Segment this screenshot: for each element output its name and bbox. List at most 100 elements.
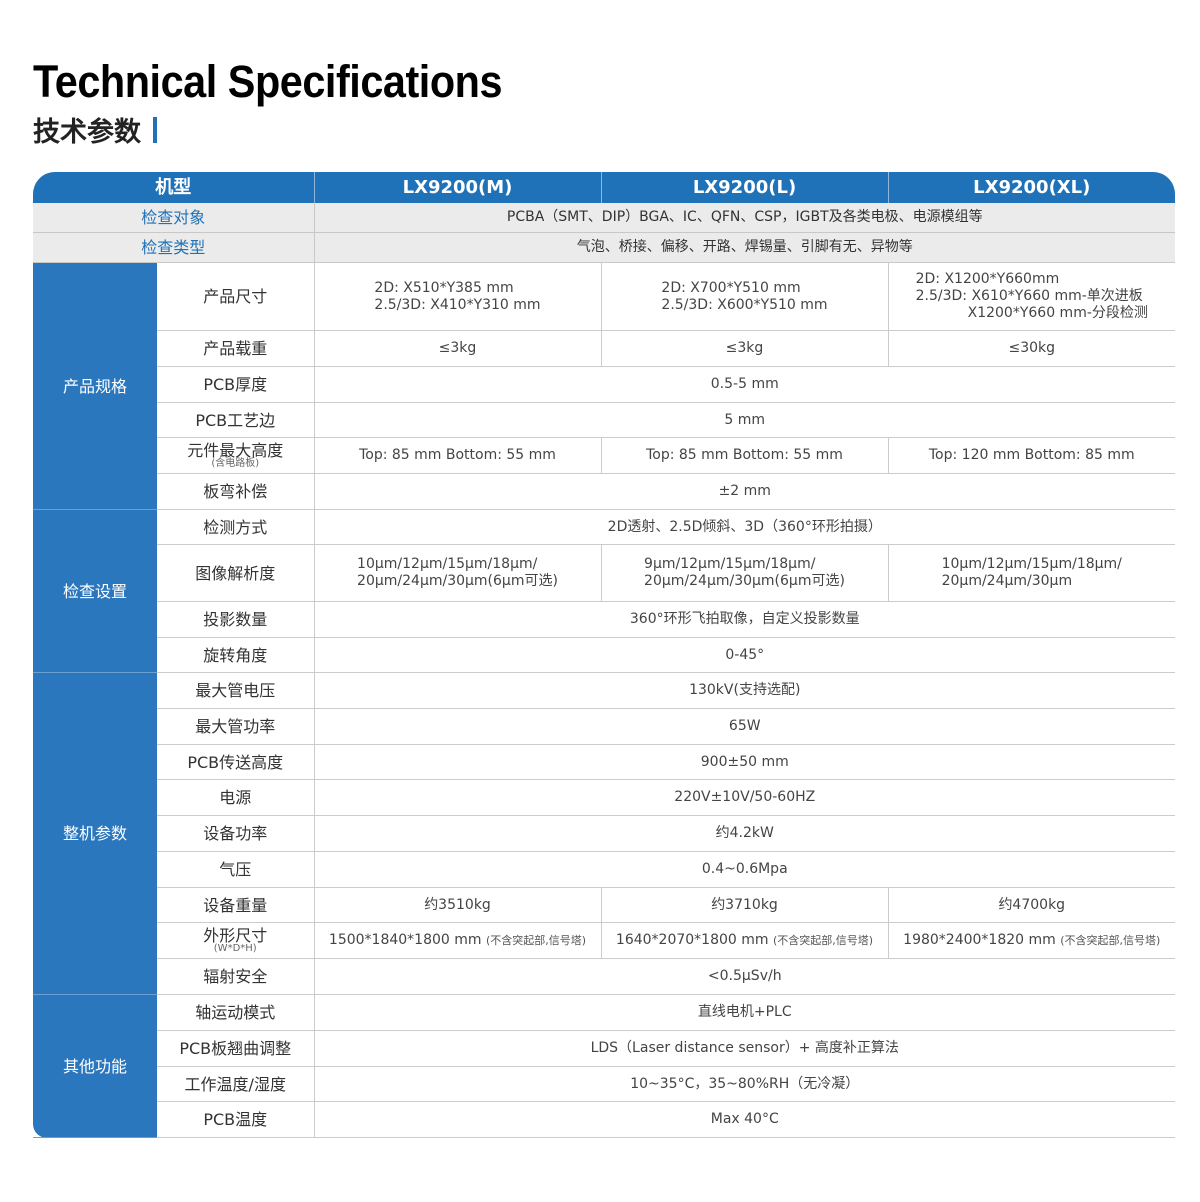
spec-value: Top: 85 mm Bottom: 55 mm	[314, 437, 602, 474]
spec-row: 板弯补偿 ±2 mm	[33, 473, 1175, 510]
spec-label: PCB工艺边	[157, 402, 315, 438]
header-model-xl: LX9200(XL)	[888, 172, 1175, 203]
spec-value: 360°环形飞拍取像，自定义投影数量	[314, 601, 1175, 638]
spec-value-text: 约3710kg	[711, 896, 778, 913]
spec-value-line: 20μm/24μm/30μm(6μm可选)	[644, 573, 845, 589]
spec-label: PCB温度	[157, 1101, 315, 1138]
spec-value: 2D: X700*Y510 mm 2.5/3D: X600*Y510 mm	[601, 262, 889, 331]
title-chinese: 技术参数	[33, 110, 157, 149]
spec-label-text: 设备重量	[203, 895, 268, 915]
general-label: 检查类型	[33, 232, 315, 263]
general-value: PCBA（SMT、DIP）BGA、IC、QFN、CSP，IGBT及各类电极、电源…	[314, 203, 1175, 233]
spec-label-text: PCB传送高度	[187, 752, 284, 772]
spec-row: PCB温度 Max 40°C	[33, 1101, 1175, 1138]
spec-row: 工作温度/湿度 10~35°C，35~80%RH（无冷凝）	[33, 1066, 1175, 1102]
spec-label-text: 电源	[219, 788, 252, 807]
title-chinese-text: 技术参数	[33, 117, 141, 148]
spec-value: Max 40°C	[314, 1101, 1175, 1138]
spec-label: 板弯补偿	[157, 473, 315, 510]
spec-label: 工作温度/湿度	[157, 1066, 315, 1102]
spec-value-text: 1980*2400*1820 mm	[903, 932, 1056, 948]
spec-value: 10μm/12μm/15μm/18μm/20μm/24μm/30μm(6μm可选…	[314, 544, 602, 602]
spec-label-text: 投影数量	[203, 610, 268, 629]
spec-label-text: 元件最大高度	[187, 441, 284, 460]
spec-label-text: PCB板翘曲调整	[179, 1039, 292, 1058]
header-model-label: 机型	[33, 172, 315, 203]
spec-row: 辐射安全 <0.5μSv/h	[33, 958, 1175, 995]
spec-value: 65W	[314, 708, 1175, 745]
spec-label: PCB厚度	[157, 366, 315, 403]
group-label: 检查设置	[33, 509, 157, 673]
spec-label-text: 气压	[219, 860, 252, 879]
spec-value-line: 2D: X1200*Y660mm	[915, 271, 1060, 287]
spec-label: 投影数量	[157, 601, 315, 638]
spec-label: 产品尺寸	[157, 262, 315, 331]
spec-value: 2D透射、2.5D倾斜、3D（360°环形拍摄）	[314, 509, 1175, 545]
spec-label: 电源	[157, 779, 315, 816]
spec-row: PCB工艺边 5 mm	[33, 402, 1175, 438]
spec-value: 0-45°	[314, 637, 1175, 673]
spec-value-text: Top: 85 mm Bottom: 55 mm	[359, 447, 556, 463]
spec-value: 5 mm	[314, 402, 1175, 438]
general-row: 检查类型 气泡、桥接、偏移、开路、焊锡量、引脚有无、异物等	[33, 232, 1175, 263]
spec-label-text: 外形尺寸	[203, 926, 268, 945]
spec-value: 9μm/12μm/15μm/18μm/20μm/24μm/30μm(6μm可选)	[601, 544, 889, 602]
spec-value-text: ≤30kg	[1008, 340, 1056, 356]
spec-label-text: 产品尺寸	[203, 287, 268, 306]
spec-value-text: 约3510kg	[424, 896, 491, 913]
header-row: 机型 LX9200(M) LX9200(L) LX9200(XL)	[33, 172, 1175, 203]
spec-value-text: 约4700kg	[998, 896, 1066, 913]
spec-value: 1980*2400*1820 mm (不含突起部,信号塔)	[888, 922, 1175, 959]
spec-row: PCB厚度 0.5-5 mm	[33, 366, 1175, 403]
spec-value-line: 2D: X510*Y385 mm	[374, 279, 514, 296]
spec-value-line: 10μm/12μm/15μm/18μm/	[357, 556, 538, 572]
spec-row: 电源 220V±10V/50-60HZ	[33, 779, 1175, 816]
spec-label: 轴运动模式	[157, 994, 315, 1031]
spec-row: 图像解析度 10μm/12μm/15μm/18μm/20μm/24μm/30μm(…	[33, 544, 1175, 602]
spec-value: 0.5-5 mm	[314, 366, 1175, 403]
spec-value: ≤3kg	[601, 330, 889, 367]
spec-row: 旋转角度 0-45°	[33, 637, 1175, 673]
header-model-l: LX9200(L)	[601, 172, 889, 203]
spec-value: <0.5μSv/h	[314, 958, 1175, 995]
spec-value: 直线电机+PLC	[314, 994, 1175, 1031]
spec-value: 约3510kg	[314, 887, 602, 923]
spec-value: Top: 85 mm Bottom: 55 mm	[601, 437, 889, 474]
spec-label-text: 工作温度/湿度	[184, 1074, 286, 1094]
spec-label: 外形尺寸 (W*D*H)	[157, 922, 315, 959]
spec-value: Top: 120 mm Bottom: 85 mm	[888, 437, 1175, 474]
spec-value: 约4.2kW	[314, 815, 1175, 852]
spec-row: 投影数量 360°环形飞拍取像，自定义投影数量	[33, 601, 1175, 638]
spec-row: 元件最大高度 (含电路板) Top: 85 mm Bottom: 55 mm Top:…	[33, 437, 1175, 474]
spec-row: 最大管功率 65W	[33, 708, 1175, 745]
spec-label: 产品载重	[157, 330, 315, 367]
spec-label-text: 检测方式	[203, 517, 268, 537]
group-label: 其他功能	[33, 994, 157, 1138]
spec-label-text: 旋转角度	[203, 645, 268, 665]
spec-value-text: ≤3kg	[438, 340, 477, 356]
spec-label: 最大管功率	[157, 708, 315, 745]
spec-value-text: ≤3kg	[725, 340, 764, 356]
spec-row: PCB传送高度 900±50 mm	[33, 744, 1175, 780]
group-label: 产品规格	[33, 262, 157, 510]
spec-row: 产品规格 产品尺寸 2D: X510*Y385 mm 2.5/3D: X410*Y31…	[33, 262, 1175, 510]
spec-label: 最大管电压	[157, 672, 315, 709]
spec-label-text: 图像解析度	[195, 563, 276, 583]
spec-value-text: 1500*1840*1800 mm	[328, 932, 482, 948]
spec-label: 设备功率	[157, 815, 315, 852]
spec-label: PCB板翘曲调整	[157, 1030, 315, 1067]
spec-value-line: 2D: X700*Y510 mm	[661, 279, 801, 296]
spec-value-text: Top: 120 mm Bottom: 85 mm	[928, 447, 1135, 463]
spec-label: 气压	[157, 851, 315, 888]
spec-label-text: 最大管电压	[195, 681, 276, 700]
spec-label-text: 设备功率	[203, 824, 268, 843]
spec-value: 约4700kg	[888, 887, 1175, 923]
spec-value: 约3710kg	[601, 887, 889, 923]
spec-value: ±2 mm	[314, 473, 1175, 510]
spec-value-line: X1200*Y660 mm-分段检测	[967, 305, 1148, 321]
general-value: 气泡、桥接、偏移、开路、焊锡量、引脚有无、异物等	[314, 232, 1175, 263]
spec-value: 130kV(支持选配)	[314, 672, 1175, 709]
spec-value: ≤3kg	[314, 330, 602, 367]
title-accent-bar	[153, 116, 157, 143]
spec-value-lines: 2D: X700*Y510 mm 2.5/3D: X600*Y510 mm	[661, 280, 827, 314]
